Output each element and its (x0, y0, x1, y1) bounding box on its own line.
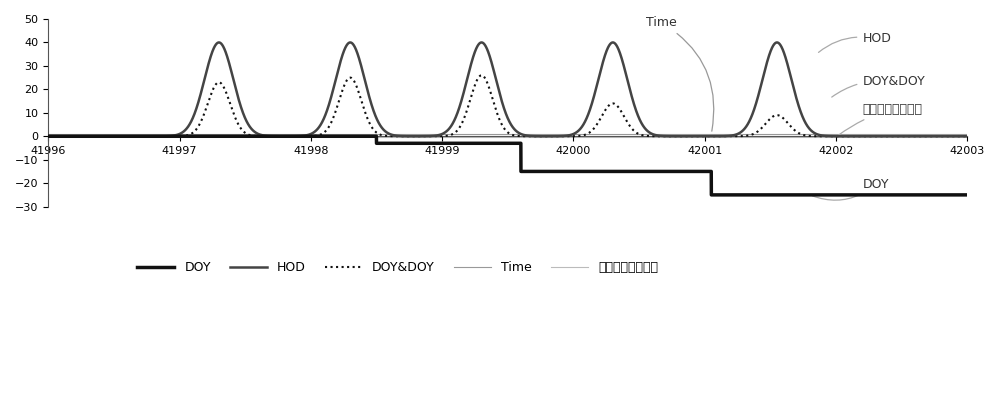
DOY (705, 193, 717, 197)
HOD (626, 96, 638, 101)
DOY (773, 193, 785, 197)
HOD (961, 134, 973, 139)
DOY (961, 193, 973, 197)
DOY&DOY (724, 134, 736, 139)
DOY&DOY (773, 113, 785, 118)
DOY&DOY (88, 134, 100, 139)
Text: HOD: HOD (819, 32, 891, 52)
Line: DOY&DOY: DOY&DOY (48, 75, 967, 136)
Text: 实际光伏发电功率: 实际光伏发电功率 (838, 103, 922, 135)
Legend: DOY, HOD, DOY&DOY, Time, 实际光伏发电功率: DOY, HOD, DOY&DOY, Time, 实际光伏发电功率 (132, 256, 663, 279)
DOY (88, 134, 100, 139)
DOY&DOY (375, 132, 387, 137)
Text: DOY: DOY (812, 178, 889, 200)
DOY&DOY (626, 127, 638, 132)
DOY (375, 141, 387, 146)
DOY&DOY (586, 128, 598, 133)
HOD (586, 100, 598, 105)
Line: DOY: DOY (48, 136, 967, 195)
DOY&DOY (961, 134, 973, 139)
DOY (586, 169, 598, 174)
Text: DOY&DOY: DOY&DOY (832, 75, 925, 97)
HOD (42, 134, 54, 139)
DOY (626, 169, 638, 174)
HOD (375, 124, 387, 129)
HOD (724, 134, 736, 138)
DOY&DOY (42, 134, 54, 139)
DOY (42, 134, 54, 139)
HOD (88, 134, 100, 139)
Line: HOD: HOD (48, 43, 967, 136)
DOY (724, 193, 736, 197)
Text: Time: Time (646, 16, 714, 131)
HOD (773, 41, 785, 46)
DOY&DOY (476, 73, 488, 78)
HOD (476, 40, 488, 45)
